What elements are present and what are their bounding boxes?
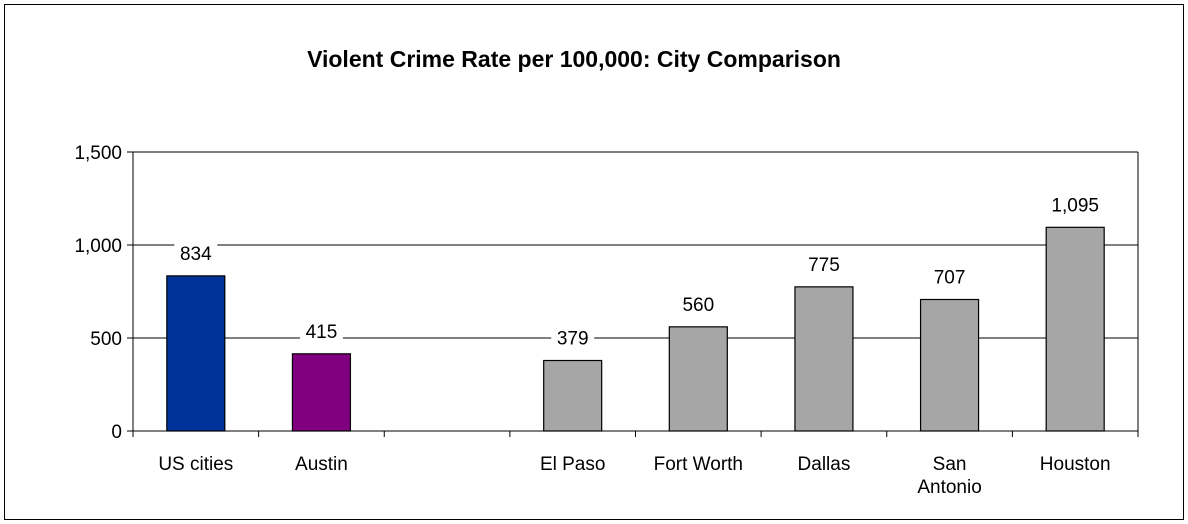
bar	[919, 298, 980, 432]
y-tick-label: 1,000	[74, 236, 122, 257]
labels: 0 500 1,000 1,500 834 US cities 415 Austin 379 El…	[74, 143, 1110, 498]
data-label: 834	[180, 244, 212, 265]
data-label: 775	[808, 255, 840, 276]
data-label-background	[551, 325, 595, 351]
bar	[794, 286, 854, 432]
bars	[166, 226, 1105, 432]
x-tick-label: El Paso	[540, 454, 605, 475]
axes	[127, 151, 1139, 437]
data-label-background	[174, 240, 218, 266]
x-tick-label: Fort Worth	[654, 454, 743, 475]
x-tick-label: San	[933, 454, 967, 475]
y-tick-label: 500	[90, 329, 122, 350]
data-label-background	[1042, 192, 1108, 218]
x-tick-label: US cities	[158, 454, 233, 475]
bar	[1045, 226, 1105, 432]
data-label: 560	[682, 295, 714, 316]
x-tick-label: Houston	[1040, 454, 1111, 475]
y-tick-label: 0	[111, 422, 122, 443]
y-tick-label: 1,500	[74, 143, 122, 164]
x-tick-label: Antonio	[917, 477, 981, 498]
data-label-background	[299, 318, 343, 344]
data-label: 415	[306, 322, 338, 343]
data-label: 1,095	[1051, 195, 1099, 216]
x-tick-label: Austin	[295, 454, 348, 475]
bar	[166, 275, 226, 432]
data-label: 379	[557, 329, 589, 350]
gridlines	[133, 151, 1138, 339]
bar	[291, 353, 352, 432]
chart-title: Violent Crime Rate per 100,000: City Com…	[307, 46, 841, 72]
data-label-background	[676, 291, 720, 317]
data-label-background	[802, 251, 846, 277]
data-label: 707	[934, 267, 966, 288]
data-label-background	[928, 264, 972, 290]
bar	[668, 326, 728, 432]
x-tick-label: Dallas	[798, 454, 851, 475]
bar	[543, 359, 603, 432]
